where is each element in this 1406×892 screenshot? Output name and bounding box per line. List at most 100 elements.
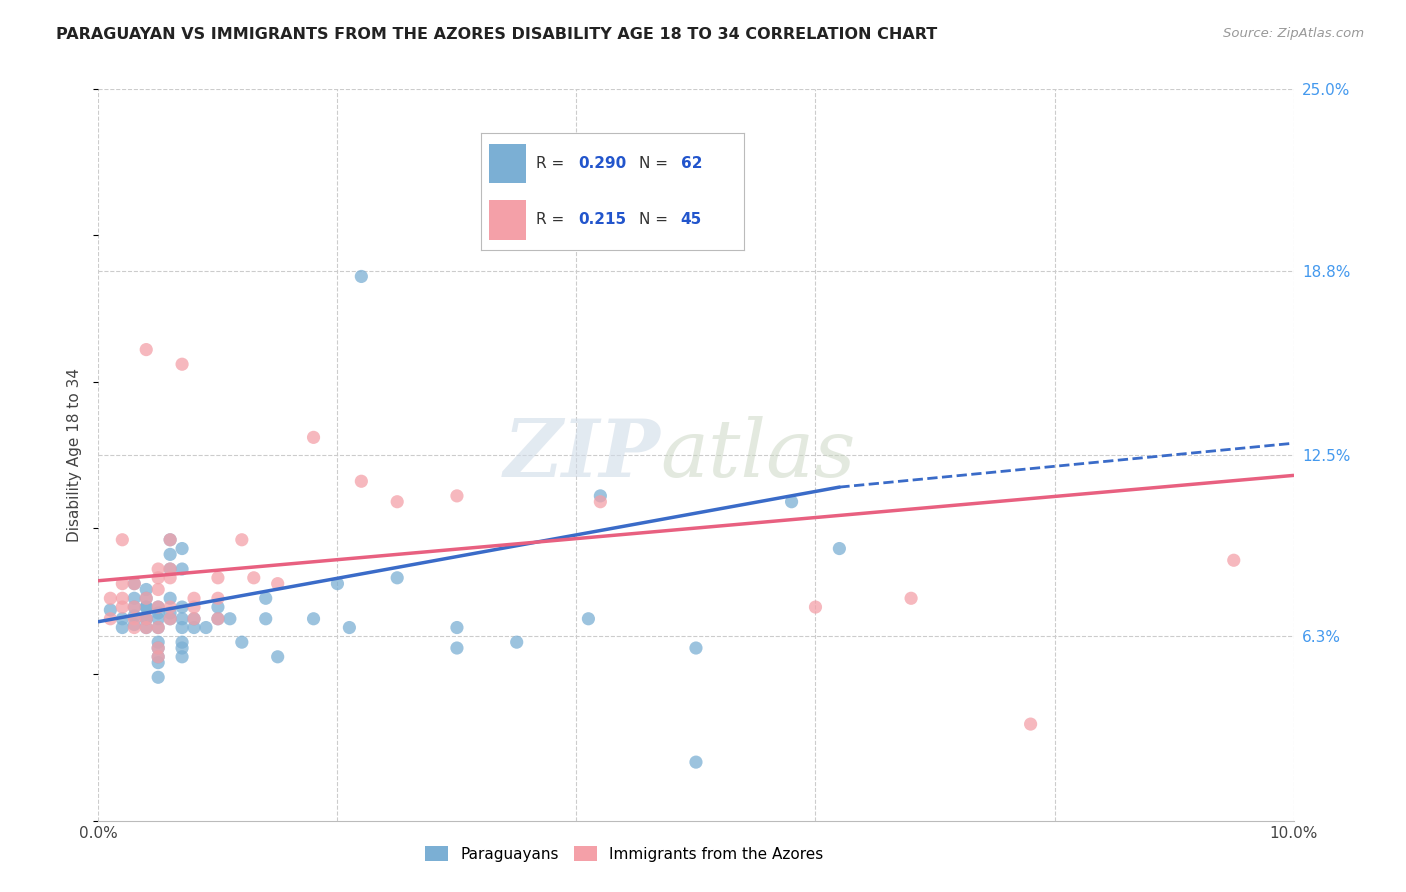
Point (159, 533, 181, 547)
Point (135, 591, 157, 606)
Point (148, 571, 170, 585)
Point (183, 621, 205, 635)
Point (100, 603, 122, 617)
Point (124, 591, 146, 606)
Point (111, 621, 134, 635)
Point (1019, 717, 1042, 731)
Point (159, 591, 181, 606)
Point (589, 489, 612, 503)
Point (148, 621, 170, 635)
Point (685, 755, 707, 769)
Point (148, 656, 170, 670)
Point (183, 591, 205, 606)
Point (589, 494, 612, 508)
Point (159, 612, 181, 626)
Point (135, 621, 157, 635)
Point (350, 475, 373, 489)
Point (111, 612, 134, 626)
Point (159, 533, 181, 547)
Point (207, 571, 229, 585)
Point (100, 591, 122, 606)
Point (231, 533, 253, 547)
Text: ZIP: ZIP (503, 417, 661, 493)
Point (148, 606, 170, 620)
Point (578, 612, 600, 626)
Point (148, 562, 170, 576)
Point (302, 430, 325, 444)
Point (148, 670, 170, 684)
Point (124, 621, 146, 635)
Point (159, 548, 181, 562)
Point (339, 621, 360, 635)
Text: PARAGUAYAN VS IMMIGRANTS FROM THE AZORES DISABILITY AGE 18 TO 34 CORRELATION CHA: PARAGUAYAN VS IMMIGRANTS FROM THE AZORES… (56, 27, 938, 42)
Point (124, 576, 146, 591)
Y-axis label: Disability Age 18 to 34: Disability Age 18 to 34 (67, 368, 83, 542)
Point (231, 635, 253, 649)
Text: atlas: atlas (661, 417, 855, 493)
Point (172, 541, 194, 556)
Point (111, 576, 134, 591)
Legend: Paraguayans, Immigrants from the Azores: Paraguayans, Immigrants from the Azores (419, 839, 830, 868)
Point (172, 649, 194, 664)
Point (148, 640, 170, 655)
Point (172, 612, 194, 626)
Point (900, 591, 922, 606)
Point (148, 621, 170, 635)
Point (207, 612, 229, 626)
Point (446, 489, 468, 503)
Point (685, 640, 707, 655)
Point (172, 621, 194, 635)
Point (111, 591, 134, 606)
Point (148, 582, 170, 597)
Point (148, 612, 170, 626)
Point (159, 571, 181, 585)
Point (446, 621, 468, 635)
Point (111, 533, 134, 547)
Point (326, 576, 349, 591)
Point (780, 494, 803, 508)
Point (135, 591, 157, 606)
Point (172, 635, 194, 649)
Point (135, 612, 157, 626)
Point (183, 612, 205, 626)
Point (124, 617, 146, 632)
Point (172, 357, 194, 371)
Point (135, 582, 157, 597)
Point (148, 600, 170, 615)
Point (159, 606, 181, 620)
Point (172, 562, 194, 576)
Point (135, 621, 157, 635)
Point (828, 541, 851, 556)
Point (135, 600, 157, 615)
Point (254, 612, 277, 626)
Point (135, 612, 157, 626)
Point (159, 562, 181, 576)
Point (148, 649, 170, 664)
Point (172, 600, 194, 615)
Point (148, 600, 170, 615)
Point (302, 612, 325, 626)
Point (124, 600, 146, 615)
Point (267, 576, 290, 591)
Point (350, 269, 373, 284)
Point (385, 571, 409, 585)
Point (135, 612, 157, 626)
Point (804, 600, 827, 615)
Point (135, 600, 157, 615)
Point (124, 600, 146, 615)
Point (254, 591, 277, 606)
Point (207, 600, 229, 615)
Point (172, 640, 194, 655)
Point (385, 494, 409, 508)
Point (135, 343, 157, 357)
Point (267, 649, 290, 664)
Point (124, 576, 146, 591)
Point (111, 600, 134, 615)
Point (183, 612, 205, 626)
Point (506, 635, 529, 649)
Point (124, 608, 146, 623)
Point (159, 612, 181, 626)
Point (159, 600, 181, 615)
Point (1223, 553, 1246, 567)
Point (100, 612, 122, 626)
